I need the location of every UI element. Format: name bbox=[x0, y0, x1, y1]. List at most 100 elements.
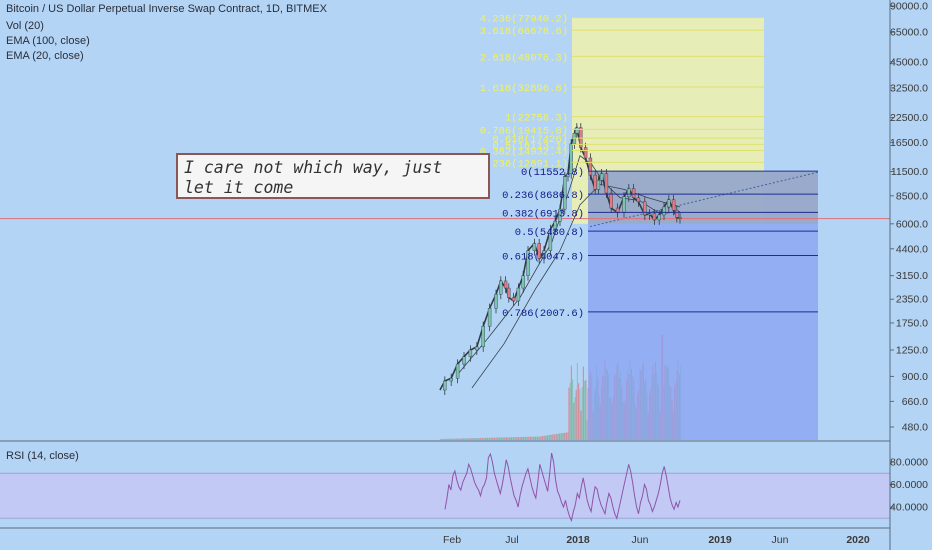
candle bbox=[678, 217, 682, 219]
volume-bar bbox=[545, 435, 547, 440]
volume-bar bbox=[549, 435, 551, 440]
rsi-legend: RSI (14, close) bbox=[6, 450, 79, 462]
volume-bar bbox=[512, 437, 514, 440]
chart-title: Bitcoin / US Dollar Perpetual Inverse Sw… bbox=[6, 3, 327, 15]
volume-bar bbox=[558, 433, 560, 440]
volume-bar bbox=[575, 389, 577, 440]
x-tick-label: 2020 bbox=[846, 534, 870, 546]
candle bbox=[553, 220, 557, 230]
volume-bar bbox=[546, 435, 548, 440]
price-series bbox=[439, 123, 682, 396]
volume-bar bbox=[490, 437, 492, 440]
candle bbox=[468, 349, 473, 357]
y-tick-label: 660.0 bbox=[902, 396, 928, 408]
y-tick-label: 11500.0 bbox=[891, 166, 928, 178]
candle bbox=[662, 206, 666, 216]
volume-bar bbox=[483, 437, 485, 440]
price-axis: 90000.0 65000.0 45000.0 32500.0 22500.0 16500… bbox=[889, 0, 932, 550]
volume-bar bbox=[496, 437, 498, 440]
volume-bar bbox=[520, 436, 522, 440]
volume-bar bbox=[548, 435, 550, 440]
candle bbox=[627, 188, 631, 197]
volume-bar bbox=[533, 436, 535, 440]
volume-bar bbox=[453, 438, 455, 440]
volume-bar bbox=[543, 435, 545, 440]
volume-bar bbox=[534, 436, 536, 440]
y-tick-label: 6000.0 bbox=[896, 218, 928, 230]
candle bbox=[526, 250, 530, 276]
candle bbox=[566, 173, 570, 177]
annotation-line-1: I care not which way, just bbox=[184, 158, 443, 177]
x-tick-label: 2019 bbox=[708, 534, 732, 546]
volume-bar bbox=[519, 437, 521, 440]
volume-bar bbox=[488, 437, 490, 440]
volume-bar bbox=[472, 438, 474, 440]
candle bbox=[443, 380, 447, 391]
volume-bar bbox=[572, 379, 574, 440]
volume-bar bbox=[456, 438, 458, 440]
volume-bar bbox=[479, 438, 481, 440]
ema20-legend: EMA (20, close) bbox=[6, 50, 84, 62]
volume-bar bbox=[446, 438, 448, 440]
annotation-line-2: let it come bbox=[184, 178, 294, 197]
fib-level-label: 0.786(2007.6) bbox=[502, 308, 584, 320]
candle bbox=[569, 143, 573, 174]
candle bbox=[521, 275, 525, 289]
candle bbox=[537, 243, 541, 259]
volume-bar bbox=[552, 434, 554, 440]
volume-bar bbox=[482, 437, 484, 440]
y-tick-label: 1750.0 bbox=[896, 317, 928, 329]
candle bbox=[563, 176, 567, 210]
candle bbox=[593, 174, 597, 190]
candle bbox=[647, 213, 652, 216]
volume-bar bbox=[448, 438, 450, 440]
volume-bar bbox=[538, 436, 540, 440]
volume-bar bbox=[526, 436, 528, 440]
volume-bar bbox=[478, 438, 480, 440]
volume-bar bbox=[450, 438, 452, 440]
volume-bar bbox=[527, 436, 529, 440]
fib-ext-label: 1(22756.3) bbox=[505, 113, 568, 125]
fib-ext-label: 3.618(66678.6) bbox=[480, 26, 568, 38]
volume-bar bbox=[585, 379, 587, 440]
volume-bar bbox=[480, 437, 482, 440]
volume-bar bbox=[459, 438, 461, 440]
volume-bar bbox=[486, 437, 488, 440]
volume-bar bbox=[462, 438, 464, 440]
volume-bar bbox=[470, 438, 472, 440]
volume-bar bbox=[551, 434, 553, 440]
y-tick-label: 16500.0 bbox=[890, 137, 928, 149]
volume-bar bbox=[484, 437, 486, 440]
volume-bar bbox=[539, 436, 541, 440]
volume-bar bbox=[516, 437, 518, 440]
volume-bar bbox=[491, 437, 493, 440]
volume-bar bbox=[449, 438, 451, 440]
volume-bar bbox=[495, 437, 497, 440]
volume-bar bbox=[500, 437, 502, 440]
candle bbox=[675, 210, 679, 218]
volume-bar bbox=[536, 436, 538, 440]
candle bbox=[449, 378, 453, 382]
y-tick-label: 45000.0 bbox=[890, 56, 928, 68]
volume-bar bbox=[542, 436, 544, 440]
volume-bar bbox=[497, 437, 499, 440]
candle bbox=[588, 157, 593, 176]
volume-bar bbox=[544, 435, 546, 440]
volume-bar bbox=[498, 437, 500, 440]
volume-bar bbox=[455, 438, 457, 440]
volume-bar bbox=[467, 438, 469, 440]
y-tick-label: 65000.0 bbox=[890, 27, 928, 39]
volume-bar bbox=[514, 437, 516, 440]
fib-ext-label: 0.5(16113.1) bbox=[492, 140, 568, 152]
volume-bar bbox=[562, 433, 564, 440]
volume-bar bbox=[503, 437, 505, 440]
volume-bar bbox=[477, 438, 479, 440]
y-tick-label: 2350.0 bbox=[896, 294, 928, 306]
annotation-note[interactable]: I care not which way, just let it come bbox=[176, 153, 490, 199]
ema100-line bbox=[471, 183, 681, 389]
x-tick-label: 2018 bbox=[566, 534, 590, 546]
volume-bar bbox=[537, 436, 539, 440]
y-tick-label: 8500.0 bbox=[896, 190, 928, 202]
candle bbox=[652, 213, 657, 221]
